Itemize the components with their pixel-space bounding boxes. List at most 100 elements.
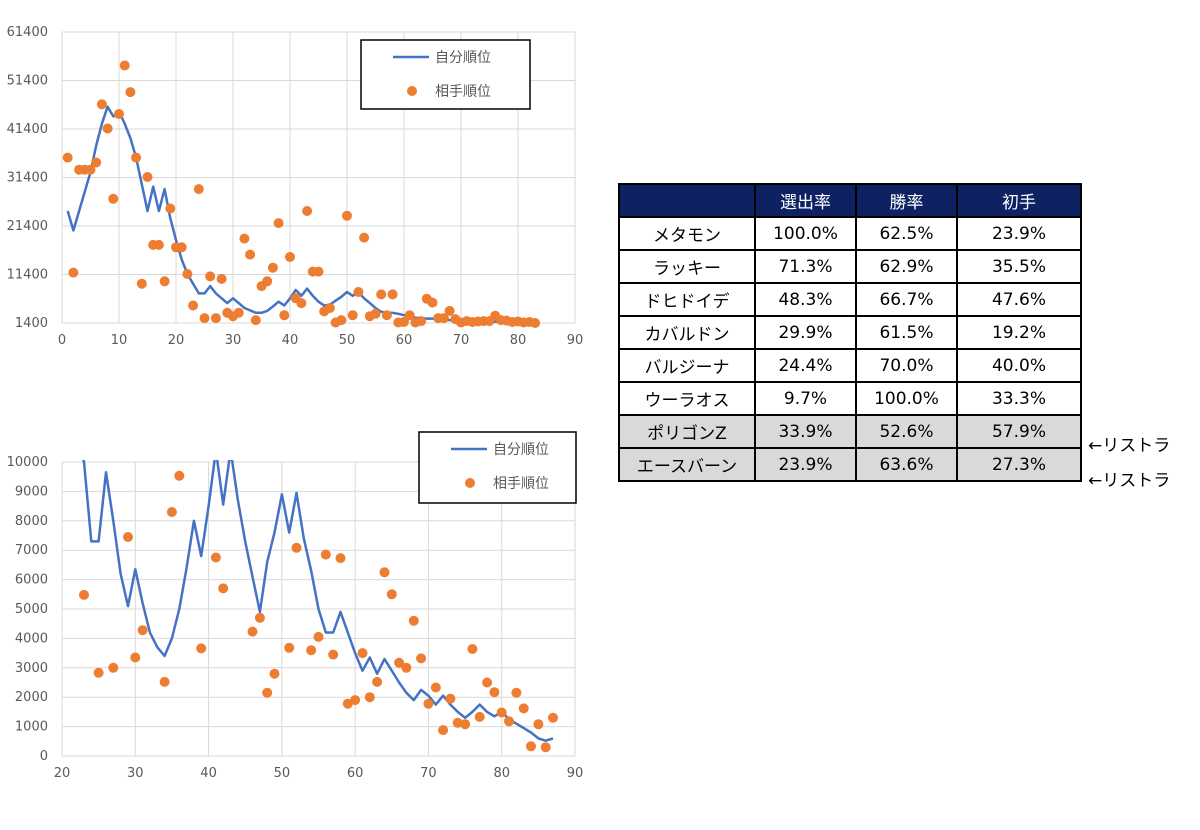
legend-label: 相手順位 [493, 476, 549, 492]
win-rate: 52.6% [855, 414, 958, 449]
scatter-point-opponent-rank [233, 307, 244, 318]
scatter-point-opponent-rank [296, 298, 307, 309]
y-tick-label: 1000 [15, 720, 48, 735]
pokemon-name: エースバーン [618, 447, 756, 482]
scatter-point-opponent-rank [85, 164, 96, 175]
y-tick-label: 21400 [7, 219, 48, 234]
scatter-point-opponent-rank [279, 310, 290, 321]
scatter-point-opponent-rank [474, 711, 485, 722]
y-tick-label: 2000 [15, 690, 48, 705]
scatter-point-opponent-rank [130, 652, 141, 663]
scatter-point-opponent-rank [359, 232, 370, 243]
scatter-point-opponent-rank [526, 741, 536, 752]
win-rate: 63.6% [855, 447, 958, 482]
scatter-point-opponent-rank [269, 668, 280, 679]
scatter-point-opponent-rank [427, 297, 438, 308]
scatter-point-opponent-rank [291, 542, 302, 553]
table-row: ウーラオス 9.7% 100.0% 33.3% [618, 381, 1082, 416]
x-tick-label: 70 [420, 766, 437, 781]
table-row: メタモン 100.0% 62.5% 23.9% [618, 216, 1082, 251]
table-row: エースバーン 23.9% 63.6% 27.3% [618, 447, 1082, 482]
scatter-point-opponent-rank [196, 643, 207, 654]
x-tick-label: 50 [274, 766, 291, 781]
y-tick-label: 11400 [7, 268, 48, 283]
scatter-point-opponent-rank [188, 300, 199, 311]
pick-rate: 33.9% [754, 414, 857, 449]
y-tick-label: 31400 [7, 171, 48, 186]
scatter-point-opponent-rank [108, 193, 119, 204]
scatter-point-opponent-rank [285, 252, 295, 262]
scatter-point-opponent-rank [482, 677, 493, 688]
scatter-point-opponent-rank [430, 682, 441, 693]
pokemon-name: ポリゴンZ [618, 414, 756, 449]
pokemon-name: ラッキー [618, 249, 756, 284]
scatter-point-opponent-rank [193, 184, 204, 195]
pick-rate: 29.9% [754, 315, 857, 350]
scatter-point-opponent-rank [364, 692, 375, 703]
chart-1-overall-rank: 1400 11400 21400 31400 41400 51400 61400 0 10 20 3… [7, 25, 584, 348]
x-tick-label: 90 [567, 766, 584, 781]
scatter-point-opponent-rank [416, 653, 427, 664]
scatter-point-opponent-rank [404, 310, 415, 321]
win-rate: 62.9% [855, 249, 958, 284]
scatter-point-opponent-rank [254, 612, 265, 623]
scatter-point-opponent-rank [347, 310, 358, 321]
pick-rate: 71.3% [754, 249, 857, 284]
scatter-point-opponent-rank [119, 60, 130, 71]
scatter-point-opponent-rank [267, 262, 278, 273]
scatter-point-opponent-rank [533, 719, 544, 730]
x-tick-label: 20 [54, 766, 71, 781]
scatter-point-opponent-rank [142, 172, 153, 182]
legend-dot-swatch [465, 478, 475, 488]
x-tick-label: 10 [111, 333, 128, 348]
scatter-point-opponent-rank [530, 318, 541, 328]
y-tick-label: 5000 [15, 602, 48, 617]
scatter-point-opponent-rank [153, 239, 164, 250]
table-row: バルジーナ 24.4% 70.0% 40.0% [618, 348, 1082, 383]
scatter-point-opponent-rank [379, 567, 390, 578]
scatter-point-opponent-rank [350, 695, 361, 706]
scatter-point-opponent-rank [540, 742, 551, 753]
pokemon-name: ドヒドイデ [618, 282, 756, 317]
scatter-point-opponent-rank [216, 273, 227, 284]
pick-rate: 48.3% [754, 282, 857, 317]
scatter-point-opponent-rank [102, 123, 113, 134]
scatter-point-opponent-rank [262, 276, 273, 287]
y-tick-label: 7000 [15, 543, 48, 558]
scatter-point-opponent-rank [387, 289, 398, 300]
scatter-point-opponent-rank [210, 552, 221, 563]
win-rate: 66.7% [855, 282, 958, 317]
scatter-point-opponent-rank [504, 716, 514, 727]
scatter-point-opponent-rank [159, 676, 170, 687]
scatter-point-opponent-rank [239, 233, 250, 244]
x-tick-label: 40 [200, 766, 217, 781]
y-tick-label: 41400 [7, 122, 48, 137]
lead-rate: 47.6% [956, 282, 1082, 317]
y-tick-label: 0 [40, 749, 48, 764]
pick-rate: 9.7% [754, 381, 857, 416]
x-tick-label: 90 [567, 333, 584, 348]
legend-label: 相手順位 [435, 84, 491, 100]
scatter-point-opponent-rank [125, 87, 136, 98]
x-tick-label: 60 [396, 333, 413, 348]
scatter-point-opponent-rank [182, 269, 193, 279]
pokemon-name: メタモン [618, 216, 756, 251]
scatter-point-opponent-rank [247, 626, 258, 637]
pick-rate: 100.0% [754, 216, 857, 251]
scatter-point-opponent-rank [335, 553, 346, 564]
scatter-point-opponent-rank [320, 549, 331, 560]
scatter-point-opponent-rank [114, 109, 124, 119]
chart-legend [418, 431, 577, 504]
x-tick-label: 70 [453, 333, 470, 348]
header-cell-win-rate: 勝率 [855, 183, 958, 218]
scatter-point-opponent-rank [548, 712, 558, 723]
scatter-point-opponent-rank [262, 687, 273, 698]
y-tick-label: 4000 [15, 631, 48, 646]
y-tick-label: 61400 [7, 25, 48, 40]
scatter-point-opponent-rank [68, 267, 79, 278]
scatter-point-opponent-rank [496, 707, 507, 718]
scatter-point-opponent-rank [416, 316, 427, 327]
x-tick-label: 40 [282, 333, 299, 348]
scatter-point-opponent-rank [370, 308, 381, 319]
scatter-point-opponent-rank [218, 583, 229, 594]
